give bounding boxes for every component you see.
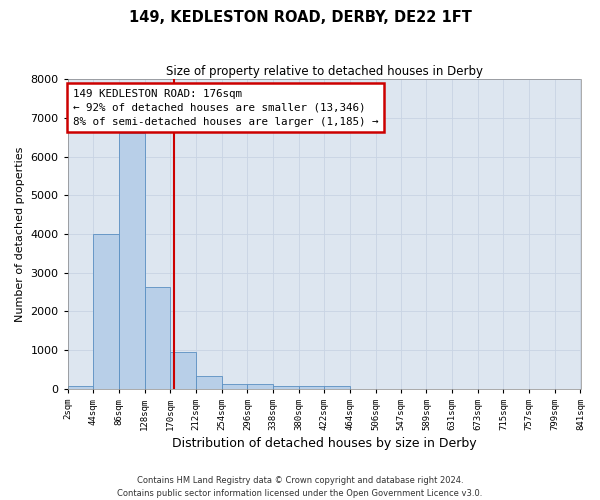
Bar xyxy=(94,234,119,389)
Bar xyxy=(68,386,94,389)
Bar xyxy=(273,386,299,389)
Bar xyxy=(196,376,222,389)
Bar xyxy=(325,386,350,389)
Bar xyxy=(145,288,170,389)
Title: Size of property relative to detached houses in Derby: Size of property relative to detached ho… xyxy=(166,65,482,78)
Bar xyxy=(299,386,325,389)
Text: 149 KEDLESTON ROAD: 176sqm
← 92% of detached houses are smaller (13,346)
8% of s: 149 KEDLESTON ROAD: 176sqm ← 92% of deta… xyxy=(73,89,378,127)
Y-axis label: Number of detached properties: Number of detached properties xyxy=(15,146,25,322)
Bar xyxy=(222,384,247,389)
Bar xyxy=(119,134,145,389)
Text: 149, KEDLESTON ROAD, DERBY, DE22 1FT: 149, KEDLESTON ROAD, DERBY, DE22 1FT xyxy=(128,10,472,25)
X-axis label: Distribution of detached houses by size in Derby: Distribution of detached houses by size … xyxy=(172,437,476,450)
Bar xyxy=(247,384,273,389)
Text: Contains HM Land Registry data © Crown copyright and database right 2024.
Contai: Contains HM Land Registry data © Crown c… xyxy=(118,476,482,498)
Bar xyxy=(170,352,196,389)
